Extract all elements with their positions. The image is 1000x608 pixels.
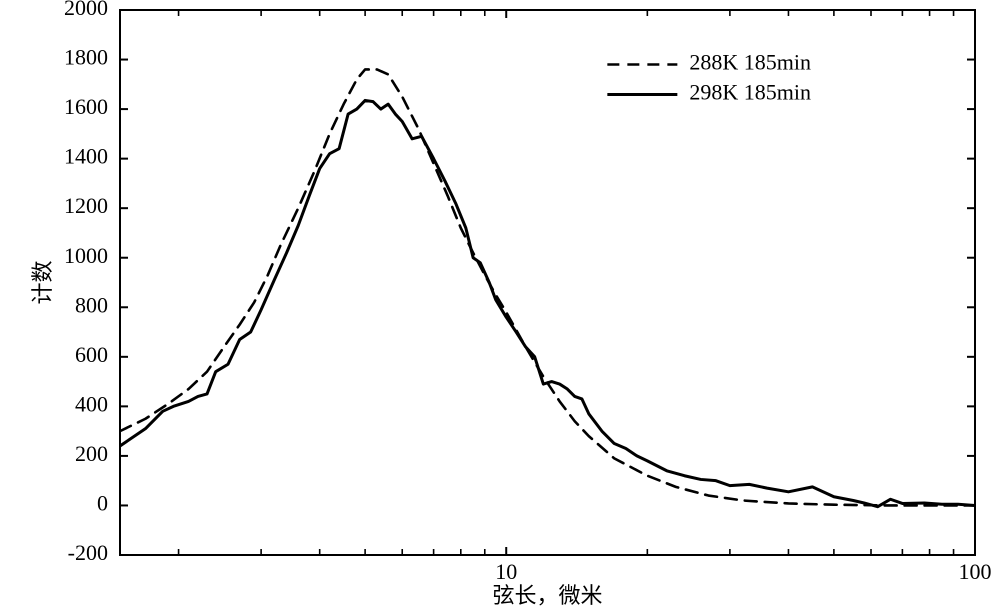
svg-text:1600: 1600 <box>64 94 108 119</box>
svg-text:1000: 1000 <box>64 243 108 268</box>
series-line <box>120 100 975 506</box>
svg-text:10: 10 <box>495 559 517 584</box>
svg-text:1800: 1800 <box>64 45 108 70</box>
svg-text:计数: 计数 <box>30 260 55 304</box>
legend-label: 288K 185min <box>689 50 811 75</box>
svg-text:200: 200 <box>75 441 108 466</box>
series-line <box>120 69 975 505</box>
svg-text:弦长，微米: 弦长，微米 <box>492 583 602 608</box>
svg-text:1200: 1200 <box>64 193 108 218</box>
chart-container: -200 0 200 400 600 800 1000 1200 1400 1600 1800 200… <box>0 0 1000 608</box>
svg-text:800: 800 <box>75 292 108 317</box>
line-chart: -200 0 200 400 600 800 1000 1200 1400 1600 1800 200… <box>0 0 1000 608</box>
svg-text:-200: -200 <box>68 540 108 565</box>
svg-text:2000: 2000 <box>64 0 108 20</box>
svg-text:0: 0 <box>97 491 108 516</box>
svg-text:600: 600 <box>75 342 108 367</box>
svg-text:1400: 1400 <box>64 144 108 169</box>
svg-text:400: 400 <box>75 391 108 416</box>
svg-text:100: 100 <box>959 559 992 584</box>
legend-label: 298K 185min <box>689 80 811 105</box>
